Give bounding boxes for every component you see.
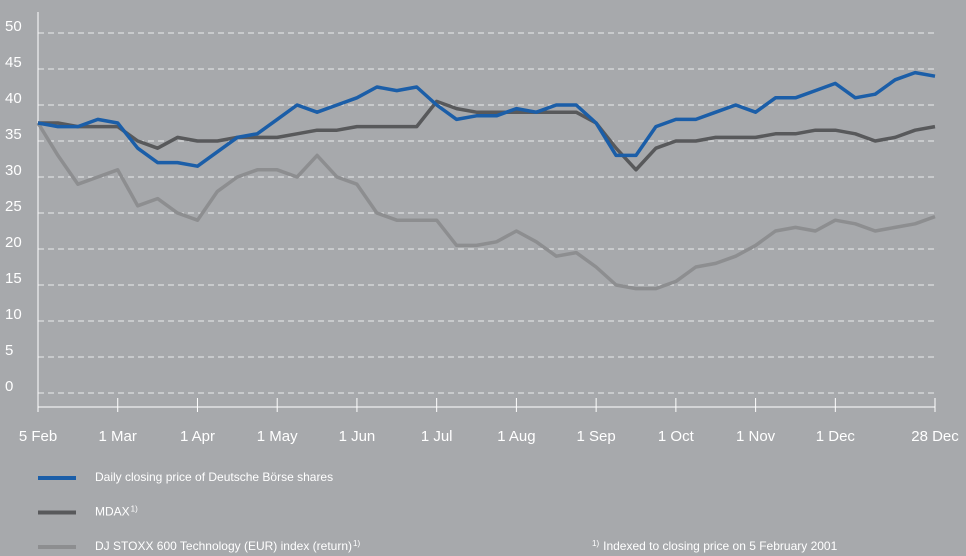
y-tick-label: 40 [5, 90, 22, 107]
x-tick-label: 1 Apr [180, 428, 215, 445]
x-tick-label: 1 May [257, 428, 298, 445]
y-tick-label: 25 [5, 198, 22, 215]
legend-name: MDAX [95, 505, 130, 519]
y-tick-label: 5 [5, 342, 13, 359]
footnote: 1) Indexed to closing price on 5 February… [592, 539, 838, 553]
series-line [38, 99, 936, 172]
y-tick-label: 15 [5, 270, 22, 287]
series-line [36, 122, 936, 291]
y-tick-label: 30 [5, 162, 22, 179]
y-tick-label: 0 [5, 378, 13, 395]
y-tick-label: 50 [5, 18, 22, 35]
legend-name: DJ STOXX 600 Technology (EUR) index (ret… [95, 539, 352, 553]
y-tick-label: 10 [5, 306, 22, 323]
legend-name: Daily closing price of Deutsche Börse sh… [95, 470, 333, 484]
legend-label: DJ STOXX 600 Technology (EUR) index (ret… [95, 539, 360, 553]
series-line [37, 70, 936, 168]
legend-footnote: 1) [353, 539, 360, 548]
y-tick-label: 45 [5, 54, 22, 71]
footnote-text: Indexed to closing price on 5 February 2… [603, 539, 837, 553]
x-tick-label: 1 Jul [421, 428, 453, 445]
x-tick-label: 1 Sep [577, 428, 616, 445]
footnote-marker: 1) [592, 539, 599, 548]
legend-label: MDAX1) [95, 505, 138, 519]
x-tick-label: 1 Oct [658, 428, 695, 445]
y-tick-label: 35 [5, 126, 22, 143]
legend-footnote: 1) [131, 505, 138, 514]
y-tick-label: 20 [5, 234, 22, 251]
x-tick-label: 1 Aug [497, 428, 535, 445]
legend-label: Daily closing price of Deutsche Börse sh… [95, 470, 333, 484]
x-tick-label: 1 Jun [339, 428, 376, 445]
x-tick-label: 1 Dec [816, 428, 856, 445]
x-tick-label: 5 Feb [19, 428, 57, 445]
x-tick-label: 1 Nov [736, 428, 776, 445]
x-tick-label: 28 Dec [911, 428, 959, 445]
x-tick-label: 1 Mar [99, 428, 137, 445]
